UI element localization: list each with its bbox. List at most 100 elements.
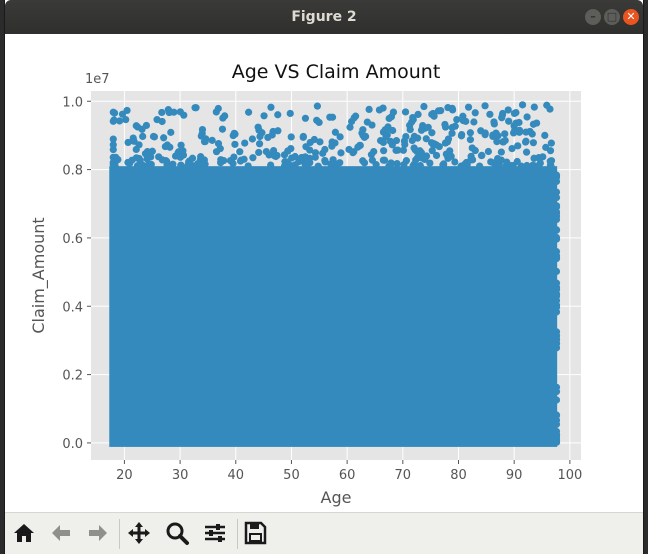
scatter-point <box>542 143 550 151</box>
scatter-point <box>109 201 117 209</box>
scatter-point <box>321 156 329 165</box>
scatter-point <box>359 126 367 134</box>
scatter-point <box>417 154 426 162</box>
scatter-point <box>306 146 314 154</box>
scatter-point <box>162 157 170 165</box>
scatter-point <box>543 101 551 109</box>
scatter-point <box>337 149 345 157</box>
scatter-point <box>132 154 141 162</box>
scatter-point <box>541 131 549 140</box>
title-bar[interactable]: Figure 2 – □ ✕ <box>5 0 643 34</box>
zoom-magnifier-icon[interactable] <box>163 519 191 547</box>
scatter-point <box>467 152 475 160</box>
scatter-point <box>138 161 147 169</box>
scatter-point <box>399 146 408 154</box>
scatter-point <box>498 114 506 122</box>
back-arrow-icon[interactable] <box>47 519 75 547</box>
scatter-point <box>514 142 522 150</box>
scatter-point <box>245 108 253 116</box>
scatter-point <box>552 383 561 391</box>
scatter-point <box>503 158 511 166</box>
scatter-point <box>409 162 417 170</box>
scatter-point <box>552 411 561 419</box>
scatter-point <box>109 117 117 125</box>
minimize-button[interactable]: – <box>585 9 601 25</box>
configure-subplots-icon[interactable] <box>201 519 229 547</box>
window-title: Figure 2 <box>291 9 357 25</box>
scatter-point <box>123 106 131 115</box>
scatter-point <box>515 126 524 134</box>
close-button[interactable]: ✕ <box>623 9 639 25</box>
scatter-point <box>497 148 505 156</box>
scatter-point <box>109 412 117 421</box>
scatter-point <box>326 113 334 121</box>
scatter-point <box>381 156 389 164</box>
scatter-point <box>478 151 486 160</box>
scatter-point <box>416 161 424 170</box>
scatter-point <box>109 359 117 367</box>
scatter-point <box>529 120 538 128</box>
scatter-point <box>408 136 416 145</box>
scatter-point <box>453 116 461 124</box>
scatter-point <box>432 151 441 160</box>
scatter-point <box>547 162 555 170</box>
home-icon[interactable] <box>10 519 38 547</box>
y-tick-label: 0.0 <box>62 437 83 452</box>
scatter-point <box>552 308 561 316</box>
scatter-point <box>439 161 447 169</box>
scatter-point <box>109 327 117 335</box>
scatter-point <box>306 138 314 147</box>
scatter-point <box>392 146 400 154</box>
scatter-point <box>147 160 155 169</box>
scatter-point <box>486 110 494 118</box>
y-tick-label: 1.0 <box>62 95 83 110</box>
scatter-point <box>444 153 452 161</box>
scatter-point <box>448 129 456 137</box>
x-tick-label: 30 <box>172 468 189 483</box>
scatter-point <box>552 292 561 300</box>
scatter-point <box>401 108 410 116</box>
scatter-point <box>536 159 544 167</box>
scatter-point <box>359 157 367 165</box>
save-floppy-icon[interactable] <box>241 519 269 547</box>
scatter-point <box>109 274 117 282</box>
scatter-point <box>109 135 117 143</box>
x-tick-label: 70 <box>395 468 412 483</box>
scatter-point <box>270 152 279 160</box>
scatter-point <box>231 140 239 148</box>
forward-arrow-icon[interactable] <box>84 519 112 547</box>
scatter-point <box>214 139 223 148</box>
scatter-point <box>552 226 561 234</box>
scatter-point <box>175 148 183 156</box>
scatter-point <box>221 112 229 120</box>
scatter-point <box>109 254 117 262</box>
scatter-point <box>451 158 459 166</box>
scatter-point <box>331 128 339 136</box>
scatter-point <box>408 118 416 126</box>
x-tick-label: 40 <box>227 468 244 483</box>
scatter-point <box>466 136 475 144</box>
scatter-point <box>167 128 175 136</box>
scatter-point <box>489 159 497 167</box>
scatter-point <box>311 149 320 157</box>
scatter-point <box>229 159 237 168</box>
scatter-point <box>499 138 507 146</box>
scatter-point <box>379 104 387 112</box>
scatter-point <box>552 177 561 186</box>
scatter-point <box>522 137 530 145</box>
maximize-button[interactable]: □ <box>604 9 620 25</box>
scatter-point <box>493 138 501 146</box>
scatter-point <box>218 125 227 133</box>
scatter-point <box>522 148 531 156</box>
scatter-point <box>299 133 307 141</box>
x-tick-label: 100 <box>557 468 582 483</box>
scatter-point <box>177 162 185 170</box>
scatter-point <box>505 117 513 125</box>
scatter-point <box>166 143 174 151</box>
scatter-point <box>169 160 177 168</box>
scatter-point <box>426 159 434 167</box>
scatter-point <box>109 222 117 230</box>
pan-move-icon[interactable] <box>125 519 153 547</box>
scatter-point <box>434 107 443 115</box>
scatter-point <box>314 162 322 170</box>
